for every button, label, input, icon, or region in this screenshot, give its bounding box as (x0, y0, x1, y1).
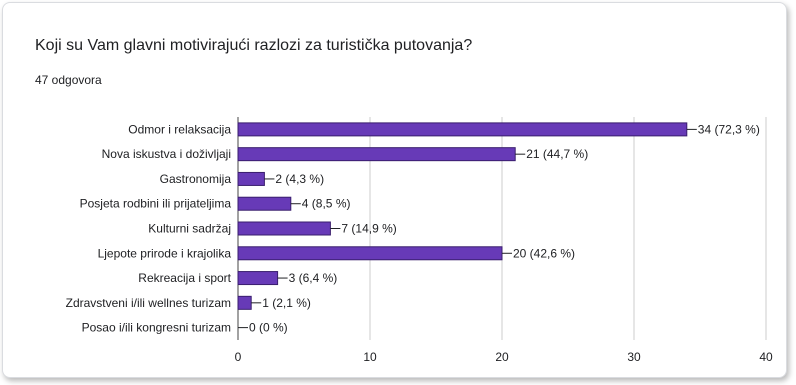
data-label: 21 (44,7 %) (526, 147, 588, 161)
data-label: 4 (8,5 %) (302, 197, 351, 211)
data-label: 7 (14,9 %) (341, 222, 396, 236)
bar-chart: 0 10 20 30 40 Odmor i relaksacija 34 (72,3 %) N… (66, 117, 773, 364)
category-label: Posao i/ili kongresni turizam (82, 321, 231, 335)
x-tick-label: 20 (495, 350, 509, 364)
bar (237, 196, 292, 211)
x-tick-label: 10 (363, 350, 377, 364)
bar (237, 295, 252, 310)
category-label: Nova iskustva i doživljaji (102, 147, 231, 161)
bar (237, 221, 331, 236)
bar (237, 246, 503, 261)
bar (237, 271, 279, 286)
data-label: 20 (42,6 %) (513, 246, 575, 260)
bar (237, 171, 265, 186)
category-label: Gastronomija (160, 172, 232, 186)
category-label: Zdravstveni i/ili wellnes turizam (66, 296, 231, 310)
data-label: 3 (6,4 %) (289, 271, 338, 285)
category-label: Ljepote prirode i krajolika (98, 246, 232, 260)
chart-card: Koji su Vam glavni motivirajući razlozi … (2, 2, 787, 378)
data-label: 0 (0 %) (249, 321, 288, 335)
x-tick-label: 0 (235, 350, 242, 364)
category-label: Odmor i relaksacija (128, 122, 231, 136)
bar (237, 147, 516, 162)
category-label: Posjeta rodbini ili prijateljima (80, 197, 232, 211)
category-label: Kulturni sadržaj (148, 222, 231, 236)
data-label: 34 (72,3 %) (698, 122, 760, 136)
response-count: 47 odgovora (35, 73, 102, 87)
x-tick-label: 30 (627, 350, 641, 364)
data-label: 2 (4,3 %) (275, 172, 324, 186)
bar (237, 122, 688, 137)
question-title: Koji su Vam glavni motivirajući razlozi … (35, 37, 473, 54)
data-label: 1 (2,1 %) (262, 296, 311, 310)
x-tick-label: 40 (759, 350, 773, 364)
category-label: Rekreacija i sport (138, 271, 231, 285)
